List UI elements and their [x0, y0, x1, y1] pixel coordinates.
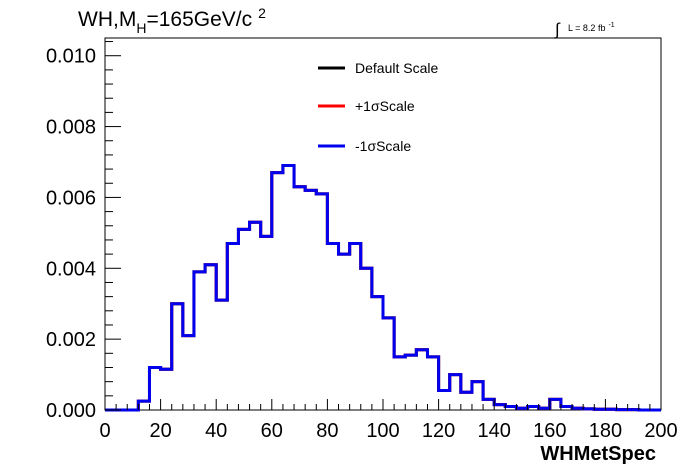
- legend-label-0: Default Scale: [355, 60, 438, 76]
- y-tick-label: 0.002: [46, 329, 96, 351]
- axes-layer: 0 20 40 60 80 100 120 140 160 180 200 0.000 0.002 0.0…: [46, 41, 678, 442]
- x-axis-label: WHMetSpec: [540, 443, 656, 465]
- x-tick-label: 120: [422, 420, 455, 442]
- y-tick-label: 0.000: [46, 400, 96, 422]
- x-tick-label: 40: [205, 420, 227, 442]
- title-main: WH,M: [78, 8, 136, 31]
- x-tick-label: 200: [644, 420, 677, 442]
- x-tick-label: 160: [533, 420, 566, 442]
- legend-label-2: -1σScale: [355, 138, 411, 154]
- y-tick-label: 0.004: [46, 258, 96, 280]
- x-tick-label: 100: [366, 420, 399, 442]
- luminosity-label: L = 8.2 fb -1: [568, 22, 615, 33]
- x-tick-label: 20: [149, 420, 171, 442]
- x-tick-label: 80: [316, 420, 338, 442]
- title-superscript: 2: [258, 5, 266, 21]
- luminosity-superscript: -1: [608, 22, 614, 29]
- y-tick-label: 0.010: [46, 46, 96, 68]
- legend: Default Scale +1σScale -1σScale: [318, 60, 438, 154]
- luminosity-integral-sign: ∫: [554, 20, 561, 39]
- series-line-2: [105, 164, 661, 412]
- x-tick-label: 180: [589, 420, 622, 442]
- legend-label-1: +1σScale: [355, 98, 415, 114]
- x-tick-label: 140: [478, 420, 511, 442]
- x-tick-label: 0: [99, 420, 110, 442]
- y-tick-label: 0.006: [46, 187, 96, 209]
- title-rest: =165GeV/c: [146, 8, 252, 31]
- chart-title: WH,MH=165GeV/c 2: [78, 5, 266, 36]
- y-tick-label: 0.008: [46, 117, 96, 139]
- luminosity-text: L = 8.2 fb: [568, 23, 605, 33]
- series-layer: [105, 164, 661, 412]
- x-tick-label: 60: [261, 420, 283, 442]
- title-subscript: H: [136, 20, 146, 36]
